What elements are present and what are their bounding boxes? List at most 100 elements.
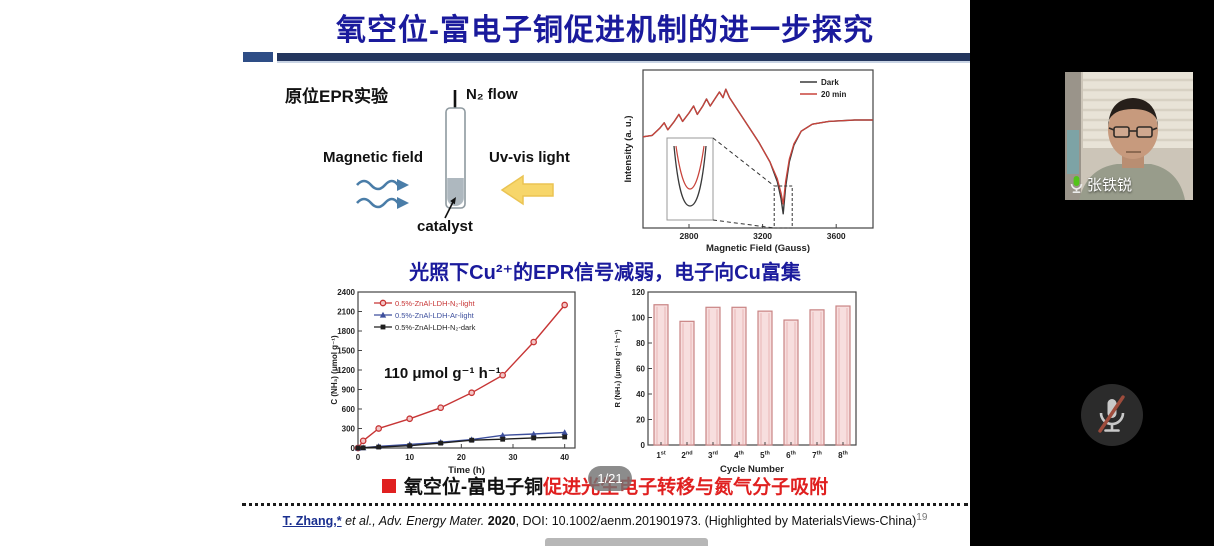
chart-text: 3600 xyxy=(827,231,846,241)
citation-journal: Adv. Energy Mater. xyxy=(378,514,488,529)
legend-label: Dark xyxy=(821,78,839,87)
marker xyxy=(531,435,537,441)
chart-text: 20 xyxy=(457,453,466,462)
shelf-items xyxy=(1067,130,1079,174)
light-curve xyxy=(642,88,873,205)
x-axis-label: Magnetic Field (Gauss) xyxy=(706,243,810,254)
chart-text: 900 xyxy=(342,386,356,395)
inset-dark-dip xyxy=(673,145,707,207)
red-bullet-square xyxy=(381,479,396,493)
slide-page-indicator: 1/21 xyxy=(588,466,632,491)
uv-vis-light-label: Uv-vis light xyxy=(489,149,570,166)
marker xyxy=(376,444,382,450)
chart-text: 1500 xyxy=(337,347,355,356)
person-shoulders xyxy=(1079,164,1185,200)
category-label: 5th xyxy=(760,451,770,461)
legend-label: 0.5%-ZnAl-LDH-N₂-dark xyxy=(395,323,476,332)
chart-text: 30 xyxy=(509,453,518,462)
marker xyxy=(407,443,413,449)
chart-text: 300 xyxy=(342,425,356,434)
category-label: 6th xyxy=(786,451,796,461)
marker xyxy=(468,389,476,397)
bar xyxy=(679,320,695,446)
marker xyxy=(438,440,444,446)
chart-text: 1200 xyxy=(337,366,355,375)
category-label: 8th xyxy=(838,451,848,461)
chart-text: 0 xyxy=(356,453,361,462)
chart-text: 20 xyxy=(636,416,645,425)
chart-text: 60 xyxy=(636,365,645,374)
category-label: 4th xyxy=(734,451,744,461)
epr-experiment-heading: 原位EPR实验 xyxy=(285,87,388,106)
participant-name: 张铁锐 xyxy=(1087,177,1133,194)
meeting-sidebar: 张铁锐 xyxy=(970,0,1214,546)
conclusion-effect: 促进光生电子转移与氮气分子吸附 xyxy=(543,477,829,498)
magnetic-field-label: Magnetic field xyxy=(323,149,424,166)
citation-author[interactable]: T. Zhang,* xyxy=(282,514,342,529)
marker xyxy=(355,445,361,451)
legend-label: 20 min xyxy=(821,90,846,99)
citation-year: 2020 xyxy=(487,514,516,529)
mic-capsule xyxy=(1073,176,1080,186)
chart-text: 120 xyxy=(632,288,646,297)
person-face xyxy=(1108,101,1158,159)
person-hair xyxy=(1108,98,1158,130)
chart-text: 1800 xyxy=(337,327,355,336)
bottom-toolbar-edge xyxy=(545,538,708,546)
y-axis-label: R (NH₃) (μmol g⁻¹ h⁻¹) xyxy=(613,329,622,408)
marker xyxy=(375,425,383,432)
legend-label: 0.5%-ZnAl-LDH-N₂-light xyxy=(395,299,476,308)
epr-spectra-chart: 2800 3200 3600 Magnetic Field (Gauss) Intens… xyxy=(623,69,874,254)
y-axis-label: C (NH₃) (μmol g⁻¹) xyxy=(330,335,339,405)
title-underline-square xyxy=(243,52,273,62)
bar xyxy=(653,304,669,446)
marker xyxy=(499,371,507,379)
bar xyxy=(809,309,825,446)
marker xyxy=(530,338,538,346)
rate-annotation: 110 μmol g⁻¹ h⁻¹ xyxy=(384,365,501,382)
chart-text: 100 xyxy=(632,314,646,323)
legend-label: 0.5%-ZnAl-LDH-Ar-light xyxy=(395,311,475,320)
magnetic-wave-2 xyxy=(356,197,400,209)
mic-capsule xyxy=(1107,399,1117,418)
webcam-video-frame xyxy=(1065,72,1193,200)
uv-light-arrow xyxy=(500,174,554,206)
microphone-muted-button[interactable] xyxy=(1081,384,1143,446)
inset-light-dip xyxy=(675,145,705,190)
y-axis-label: Intensity (a. u.) xyxy=(623,115,634,182)
magnetic-wave-2-arrowhead xyxy=(397,197,409,209)
chart-text: 0 xyxy=(351,444,356,453)
nh3-kinetics-chart: 0 300 600 900 1200 1500 1800 2100 2400 0 10 20 30 40 T… xyxy=(330,288,576,476)
chart-text: 3200 xyxy=(753,231,772,241)
citation-etal: et al., xyxy=(341,514,379,529)
chart-text: 2400 xyxy=(337,288,355,297)
x-axis-label: Cycle Number xyxy=(720,464,784,475)
marker xyxy=(561,301,569,309)
slide-title: 氧空位-富电子铜促进机制的进一步探究 xyxy=(336,14,874,47)
chart-text: 80 xyxy=(636,339,645,348)
participant-name-tag: 张铁锐 xyxy=(1069,174,1132,195)
marker xyxy=(379,299,387,307)
chart-text: 0 xyxy=(641,441,646,450)
mic-stand xyxy=(1070,183,1083,190)
marker xyxy=(437,404,445,412)
slide-page-number: 19 xyxy=(916,512,928,523)
bar xyxy=(835,305,851,446)
bar xyxy=(705,306,721,446)
mute-slash xyxy=(1098,395,1125,433)
x-axis-label: Time (h) xyxy=(448,465,485,476)
catalyst-pointer-arrowhead xyxy=(450,197,456,205)
webcam-tile[interactable]: 张铁锐 xyxy=(1065,72,1193,200)
chart-text: 600 xyxy=(342,405,356,414)
category-label: 2nd xyxy=(681,451,692,461)
epr-finding-text: 光照下Cu²⁺的EPR信号减弱，电子向Cu富集 xyxy=(409,262,801,284)
marker xyxy=(499,432,506,438)
mic-active-icon xyxy=(1070,176,1083,194)
magnetic-wave-1-arrowhead xyxy=(397,179,409,191)
marker xyxy=(360,445,366,451)
chart-text: 2800 xyxy=(680,231,699,241)
marker xyxy=(379,311,387,318)
cycling-stability-chart: 0 20 40 60 80 100 120 1st 2nd 3rd 4th 5th 6th 7th 8th C… xyxy=(613,288,857,475)
marker xyxy=(562,434,568,440)
